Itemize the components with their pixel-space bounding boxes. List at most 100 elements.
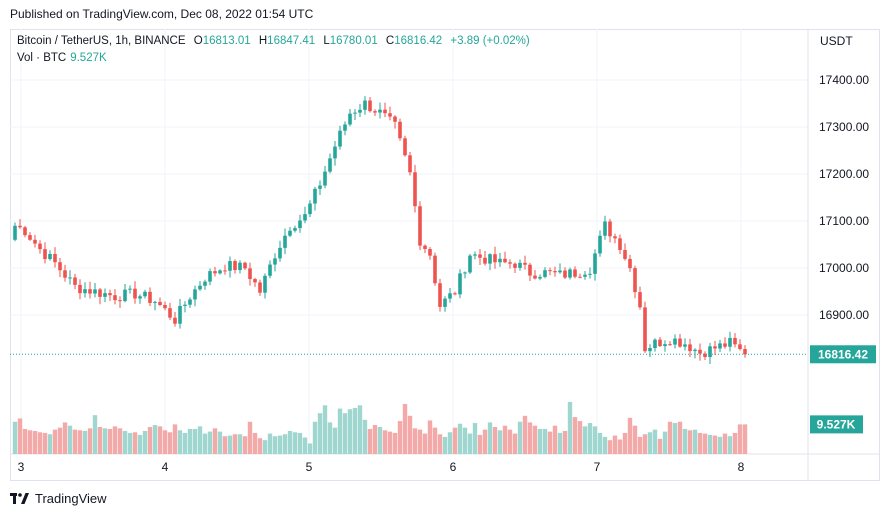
candle-body bbox=[358, 109, 362, 113]
volume-bar bbox=[267, 433, 273, 454]
volume-bar bbox=[297, 432, 303, 454]
candle-body bbox=[418, 206, 422, 246]
volume-bar bbox=[37, 432, 43, 454]
volume-bar bbox=[482, 429, 488, 454]
candle-body bbox=[548, 270, 552, 272]
volume-bar bbox=[12, 421, 18, 454]
last-price-tag bbox=[810, 345, 876, 364]
volume-bar bbox=[722, 433, 728, 454]
candle-body bbox=[388, 113, 392, 117]
volume-bar bbox=[392, 432, 398, 454]
candle-body bbox=[88, 289, 92, 294]
candle-body bbox=[523, 262, 527, 265]
volume-bar bbox=[107, 428, 113, 454]
price-chart[interactable]: USDT 16900.00 17000.00 17100.00 17200.00 1730… bbox=[10, 29, 880, 481]
volume-bar bbox=[132, 432, 138, 454]
volume-bar bbox=[67, 425, 73, 454]
close-value: 16816.42 bbox=[394, 35, 443, 47]
candle-body bbox=[518, 262, 522, 268]
volume-bar bbox=[227, 435, 233, 454]
volume-bar bbox=[567, 402, 573, 454]
candle-body bbox=[498, 258, 502, 263]
volume-bar bbox=[507, 429, 513, 454]
candle-body bbox=[188, 299, 192, 305]
close-label: C bbox=[385, 35, 395, 47]
volume-bar bbox=[527, 422, 533, 454]
candle-body bbox=[243, 262, 247, 269]
symbol-title[interactable]: Bitcoin / TetherUS, 1h, BINANCE bbox=[17, 35, 186, 47]
candle-body bbox=[708, 346, 712, 358]
price-tick-label: 17100.00 bbox=[819, 214, 869, 228]
candle-body bbox=[233, 261, 237, 271]
low-label: L bbox=[323, 35, 330, 47]
volume-bar bbox=[182, 432, 188, 454]
candle-body bbox=[703, 353, 707, 358]
candle-body bbox=[268, 264, 272, 276]
volume-bar bbox=[427, 420, 433, 454]
volume-bar bbox=[477, 434, 483, 454]
candle-body bbox=[633, 268, 637, 293]
volume-bar bbox=[122, 430, 128, 454]
candle-body bbox=[373, 111, 377, 113]
candle-body bbox=[668, 344, 672, 346]
candle-body bbox=[408, 155, 412, 173]
volume-bar bbox=[422, 433, 428, 454]
candle-body bbox=[128, 288, 132, 290]
candle-body bbox=[313, 188, 317, 204]
candle-body bbox=[53, 253, 57, 263]
volume-bar bbox=[582, 426, 588, 454]
candle-body bbox=[413, 172, 417, 207]
volume-bar bbox=[517, 421, 523, 454]
candle-body bbox=[383, 109, 387, 114]
volume-bar bbox=[522, 415, 528, 454]
volume-bar bbox=[547, 431, 553, 454]
volume-bar bbox=[577, 421, 583, 454]
volume-bar bbox=[137, 434, 143, 454]
candle-body bbox=[378, 109, 382, 113]
candle-body bbox=[628, 258, 632, 269]
volume-bar bbox=[742, 424, 748, 454]
candle-body bbox=[43, 249, 47, 260]
candle-body bbox=[733, 337, 737, 345]
candle-body bbox=[638, 292, 642, 308]
volume-bar bbox=[207, 431, 213, 454]
volume-bar bbox=[162, 430, 168, 454]
candle-body bbox=[328, 158, 332, 172]
volume-bar bbox=[687, 430, 693, 454]
time-tick-label: 6 bbox=[450, 460, 457, 474]
volume-bar bbox=[602, 436, 608, 454]
candle-body bbox=[463, 272, 467, 274]
volume-bar bbox=[662, 431, 668, 454]
candle-body bbox=[103, 293, 107, 297]
volume-bar bbox=[497, 430, 503, 454]
volume-bar bbox=[292, 432, 298, 454]
volume-label[interactable]: Vol · BTC bbox=[17, 52, 67, 64]
candle-body bbox=[248, 268, 252, 280]
candle-body bbox=[423, 245, 427, 250]
candle-body bbox=[58, 262, 62, 271]
volume-bar bbox=[447, 432, 453, 454]
price-tick-label: 17200.00 bbox=[819, 167, 869, 181]
candle-body bbox=[533, 275, 537, 279]
candle-body bbox=[693, 349, 697, 352]
volume-bar bbox=[407, 415, 413, 454]
candle-body bbox=[718, 343, 722, 349]
candle-body bbox=[608, 221, 612, 237]
volume-bar bbox=[282, 434, 288, 454]
volume-bar bbox=[572, 417, 578, 454]
candle-body bbox=[603, 221, 607, 236]
volume-bar bbox=[387, 431, 393, 454]
volume-bar bbox=[217, 431, 223, 454]
volume-bar bbox=[112, 426, 118, 454]
candle-body bbox=[443, 298, 447, 307]
footer[interactable]: TradingView bbox=[10, 491, 107, 506]
volume-bar bbox=[287, 430, 293, 454]
volume-bar bbox=[242, 436, 248, 454]
volume-bar bbox=[557, 432, 563, 454]
volume-bar bbox=[17, 418, 23, 454]
candle-body bbox=[253, 279, 257, 283]
volume-bar bbox=[737, 424, 743, 454]
volume-bar bbox=[247, 421, 253, 454]
volume-bar bbox=[367, 428, 373, 454]
candle-body bbox=[688, 344, 692, 352]
